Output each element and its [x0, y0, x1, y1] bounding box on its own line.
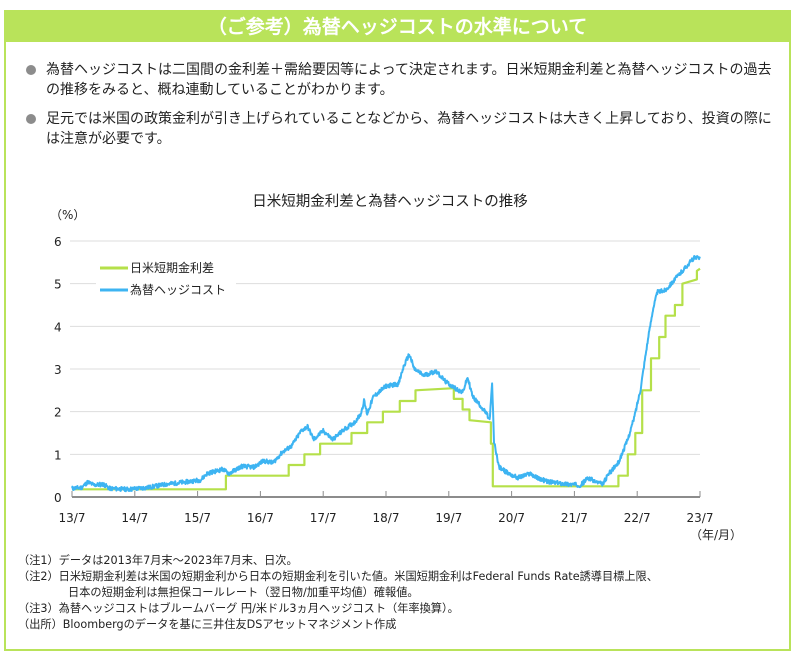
chart-title: 日米短期金利差と為替ヘッジコストの推移 — [252, 193, 528, 210]
footnote-source: （出所）Bloombergのデータを基に三井住友DSアセットマネジメント作成 — [18, 618, 397, 631]
bullet-dot-icon — [26, 65, 36, 75]
footnotes: （注1）データは2013年7月末～2023年7月末、日次。 （注2）日米短期金利… — [18, 553, 783, 633]
x-tick-label: 20/7 — [498, 511, 525, 525]
series-lines — [71, 255, 701, 493]
footnote-2-continued: 日本の短期金利は無担保コールレート（翌日物/加重平均値）確報値。 — [68, 586, 419, 599]
line-chart: 日米短期金利差と為替ヘッジコストの推移 （%） 0 1 2 3 4 5 6 13/7 14/7… — [50, 193, 742, 542]
x-tick-label: 13/7 — [59, 511, 86, 525]
series-line-rate-spread — [72, 267, 701, 491]
y-tick-label: 3 — [54, 363, 62, 377]
page-title: （ご参考）為替ヘッジコストの水準について — [6, 12, 789, 42]
y-tick-label: 2 — [54, 406, 62, 420]
content-frame: （ご参考）為替ヘッジコストの水準について — [4, 10, 791, 651]
footnote-2: （注2）日米短期金利差は米国の短期金利から日本の短期金利を引いた値。米国短期金利… — [18, 570, 658, 583]
x-tick-label: 16/7 — [247, 511, 274, 525]
x-axis-unit-label: （年/月） — [690, 528, 742, 542]
y-axis-label: （%） — [50, 208, 85, 222]
bullet-item: 為替ヘッジコストは二国間の金利差＋需給要因等によって決定されます。日米短期金利差… — [26, 60, 778, 100]
bullet-text: 為替ヘッジコストは二国間の金利差＋需給要因等によって決定されます。日米短期金利差… — [46, 62, 772, 98]
x-tick-label: 19/7 — [435, 511, 462, 525]
legend: 日米短期金利差 為替ヘッジコスト — [96, 258, 236, 302]
bullet-list: 為替ヘッジコストは二国間の金利差＋需給要因等によって決定されます。日米短期金利差… — [26, 60, 778, 158]
legend-label-spread: 日米短期金利差 — [130, 260, 214, 275]
y-tick-label: 0 — [54, 491, 62, 505]
x-tick-labels: 13/7 14/7 15/7 16/7 17/7 18/7 19/7 20/7 21/7 22/7… — [59, 511, 714, 525]
y-tick-label: 4 — [54, 320, 62, 334]
y-tick-label: 6 — [54, 235, 62, 249]
y-tick-label: 5 — [54, 278, 62, 292]
x-tick-label: 14/7 — [121, 511, 148, 525]
x-tick-label: 23/7 — [687, 511, 714, 525]
series-line-hedge-cost — [71, 255, 701, 493]
x-axis — [71, 491, 701, 498]
x-tick-label: 17/7 — [310, 511, 337, 525]
y-tick-label: 1 — [54, 448, 62, 462]
x-tick-label: 22/7 — [624, 511, 651, 525]
x-tick-label: 15/7 — [184, 511, 211, 525]
footnote-1: （注1）データは2013年7月末～2023年7月末、日次。 — [18, 554, 298, 567]
y-tick-labels: 0 1 2 3 4 5 6 — [54, 235, 62, 505]
bullet-text: 足元では米国の政策金利が引き上げられていることなどから、為替ヘッジコストは大きく… — [46, 111, 772, 147]
bullet-item: 足元では米国の政策金利が引き上げられていることなどから、為替ヘッジコストは大きく… — [26, 109, 778, 149]
footnote-3: （注3）為替ヘッジコストはブルームバーグ 円/米ドル3ヵ月ヘッジコスト（年率換算… — [18, 602, 459, 615]
bullet-dot-icon — [26, 114, 36, 124]
legend-background — [96, 258, 236, 302]
x-tick-label: 18/7 — [373, 511, 400, 525]
x-tick-label: 21/7 — [561, 511, 588, 525]
legend-label-hedge: 為替ヘッジコスト — [130, 283, 226, 297]
